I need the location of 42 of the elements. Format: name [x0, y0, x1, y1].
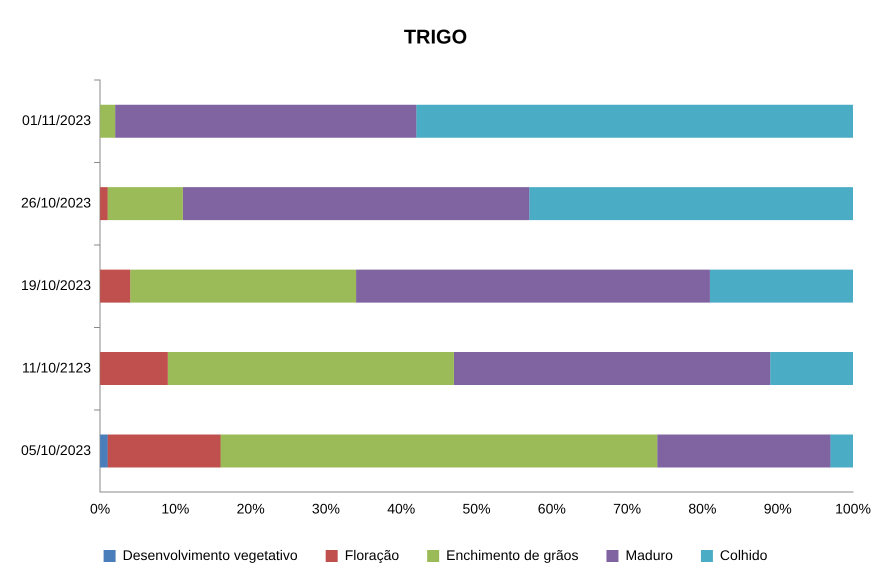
x-tick-label: 70% — [613, 500, 642, 516]
bar — [115, 104, 416, 138]
bar — [356, 270, 710, 303]
x-tick-label: 90% — [764, 500, 792, 516]
bar — [168, 352, 454, 386]
bar — [830, 434, 853, 468]
x-tick-label: 10% — [161, 500, 190, 516]
y-tick-label: 26/10/2023 — [20, 194, 92, 211]
bar — [100, 434, 108, 468]
x-tick-label: 80% — [688, 500, 716, 516]
bar — [454, 352, 770, 386]
legend-label: Floração — [344, 546, 400, 563]
legend-label: Enchimento de grãos — [446, 546, 578, 563]
bar — [100, 104, 116, 138]
chart-title: TRIGO — [404, 26, 468, 49]
legend-label: Maduro — [625, 546, 674, 563]
y-tick-label: 11/10/2123 — [22, 359, 92, 376]
x-tick-label: 40% — [387, 500, 416, 516]
x-tick-label: 30% — [312, 500, 340, 516]
bar — [108, 434, 221, 468]
bar — [416, 104, 853, 138]
x-tick-label: 60% — [538, 500, 566, 516]
bar — [108, 187, 183, 220]
y-tick-label: 05/10/2023 — [20, 442, 92, 458]
bar — [100, 270, 130, 303]
bar — [100, 187, 108, 220]
bar — [130, 270, 356, 303]
x-tick-label: 20% — [236, 500, 265, 516]
y-tick-label: 19/10/2023 — [20, 276, 92, 293]
bar — [529, 187, 853, 220]
legend-label: Colhido — [720, 546, 768, 563]
y-tick-label: 01/11/2023 — [22, 112, 92, 128]
legend-label: Desenvolvimento vegetativo — [122, 546, 298, 563]
bar — [100, 352, 168, 386]
x-tick-label: 0% — [90, 500, 110, 516]
x-tick-label: 50% — [462, 500, 491, 516]
bar — [657, 434, 830, 468]
x-tick-label: 100% — [835, 500, 871, 516]
bar — [182, 187, 530, 220]
bar — [770, 352, 853, 386]
bar — [710, 270, 853, 303]
bar — [220, 434, 658, 468]
